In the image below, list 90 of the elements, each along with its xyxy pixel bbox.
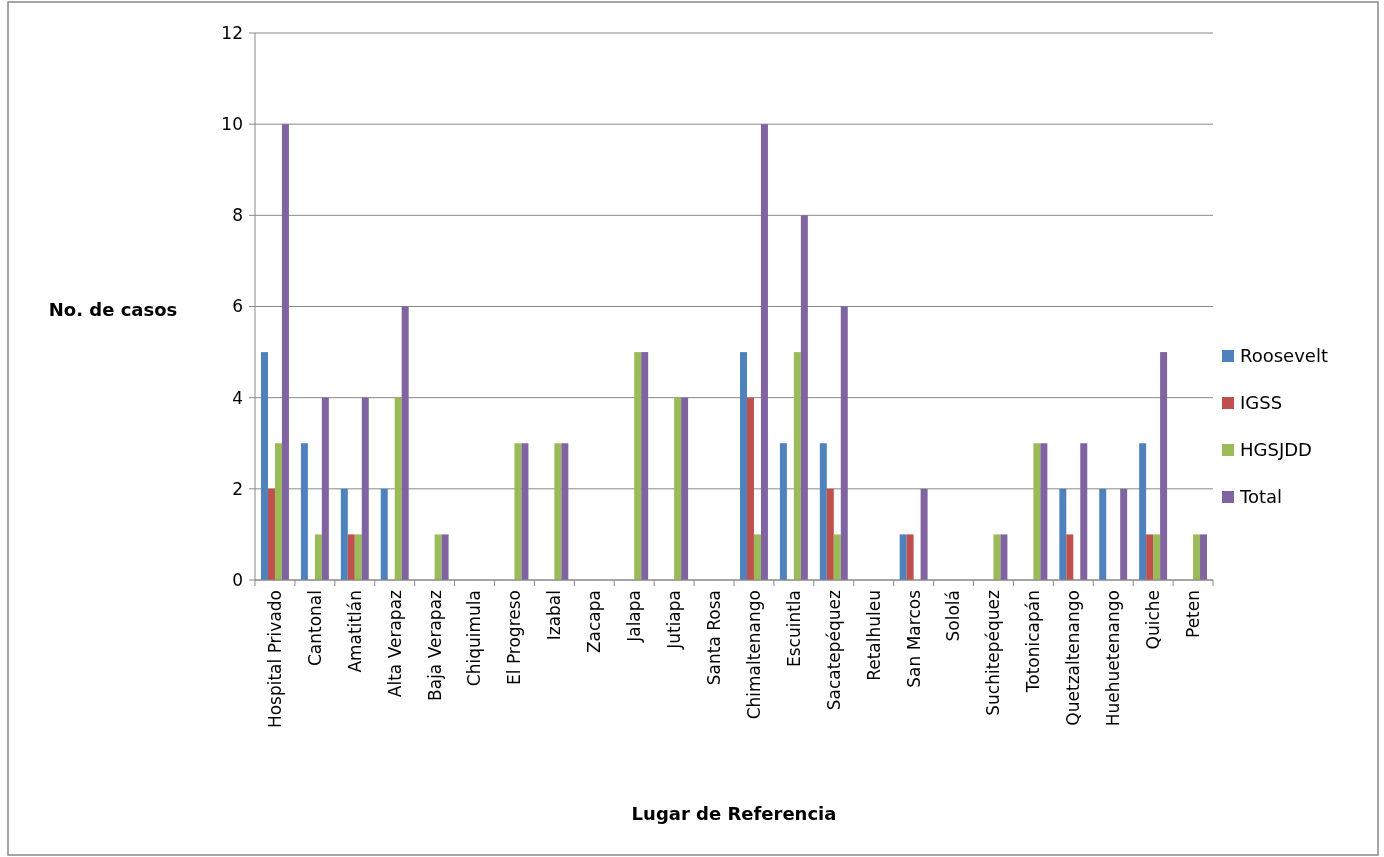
bar (833, 534, 841, 580)
x-tick-label: Escuintla (783, 590, 804, 668)
bar (681, 397, 689, 580)
bar (521, 443, 529, 580)
bar (899, 534, 907, 580)
bar (394, 397, 402, 580)
bar (434, 534, 442, 580)
bar (354, 534, 362, 580)
x-tick-label: Quiche (1143, 590, 1164, 650)
bar (1146, 534, 1154, 580)
bar (1000, 534, 1008, 580)
x-tick-label: Baja Verapaz (424, 589, 445, 701)
bar (1139, 443, 1147, 580)
legend-label: Roosevelt (1240, 345, 1328, 367)
y-tick-label: 6 (232, 296, 243, 317)
bar (826, 488, 834, 580)
x-tick-label: Huehuetenango (1103, 590, 1124, 727)
x-tick-label: Hospital Privado (264, 590, 285, 729)
bar (1193, 534, 1201, 580)
y-tick-label: 12 (221, 22, 243, 43)
bar (1099, 488, 1107, 580)
bar (554, 443, 562, 580)
legend-label: Total (1239, 486, 1283, 508)
bar (739, 352, 747, 580)
bar (1200, 534, 1208, 580)
bar (347, 534, 355, 580)
legend-label: HGSJDD (1240, 439, 1312, 461)
y-tick-label: 2 (232, 478, 243, 499)
bar (340, 488, 348, 580)
bar (274, 443, 282, 580)
x-tick-label: Izabal (544, 590, 565, 641)
x-tick-label: San Marcos (903, 589, 924, 688)
x-tick-label: El Progreso (504, 590, 525, 685)
legend-label: IGSS (1240, 392, 1283, 414)
bar (793, 352, 801, 580)
x-tick-label: Jutiapa (664, 590, 685, 650)
bar (561, 443, 569, 580)
bar (361, 397, 369, 580)
bar (1066, 534, 1074, 580)
x-tick-label: Chiquimula (464, 590, 485, 687)
bar (1059, 488, 1067, 580)
x-tick-label: Chimaltenango (743, 590, 764, 720)
bar (993, 534, 1001, 580)
bar (514, 443, 522, 580)
x-tick-label: Zacapa (584, 590, 605, 654)
bar (300, 443, 308, 580)
bar (1080, 443, 1088, 580)
bar (1120, 488, 1128, 580)
bar (800, 215, 808, 580)
y-tick-label: 4 (232, 387, 243, 408)
x-tick-label: Alta Verapaz (384, 589, 405, 698)
bar (1160, 352, 1168, 580)
x-tick-label: Sololá (943, 590, 964, 642)
y-tick-label: 0 (232, 569, 243, 590)
bar (746, 397, 754, 580)
bar (840, 306, 848, 580)
bar (1033, 443, 1041, 580)
bar (760, 124, 768, 580)
bar (321, 397, 329, 580)
bar (920, 488, 928, 580)
bar (1040, 443, 1048, 580)
x-tick-label: Amatitlán (344, 590, 365, 673)
x-tick-label: Quetzaltenango (1063, 590, 1084, 726)
bar (441, 534, 449, 580)
bar (674, 397, 682, 580)
bar (906, 534, 914, 580)
x-tick-label: Suchitepéquez (983, 589, 1004, 716)
bar (779, 443, 787, 580)
y-axis-title: No. de casos (48, 299, 178, 320)
bar (380, 488, 388, 580)
bar (753, 534, 761, 580)
bar (260, 352, 268, 580)
bar (819, 443, 827, 580)
bar (401, 306, 409, 580)
bar (314, 534, 322, 580)
x-tick-label: Cantonal (304, 590, 325, 667)
x-tick-label: Retalhuleu (863, 590, 884, 681)
x-tick-label: Peten (1182, 590, 1203, 639)
x-tick-label: Sacatepéquez (823, 589, 844, 711)
x-axis-title: Lugar de Referencia (631, 803, 837, 824)
y-tick-label: 10 (221, 114, 243, 135)
bar (641, 352, 649, 580)
bar (634, 352, 642, 580)
x-tick-label: Jalapa (624, 590, 645, 643)
x-tick-label: Santa Rosa (703, 590, 724, 686)
bar (1153, 534, 1161, 580)
bar (281, 124, 289, 580)
y-tick-label: 8 (232, 205, 243, 226)
x-tick-label: Totonicapán (1023, 590, 1044, 694)
bar (267, 488, 275, 580)
